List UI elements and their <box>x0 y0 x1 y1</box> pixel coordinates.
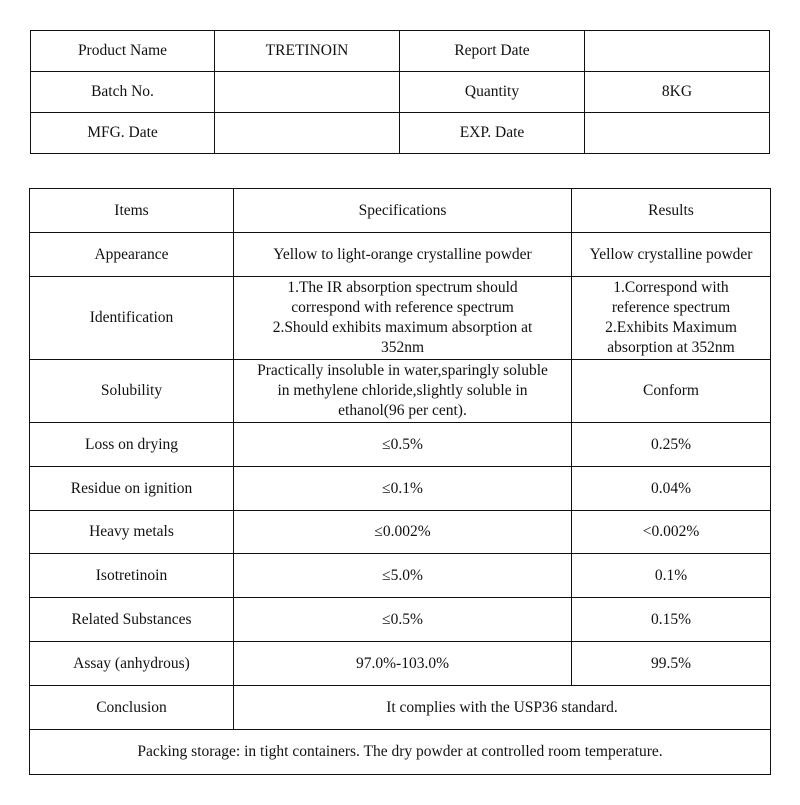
text-line: correspond with reference spectrum <box>291 299 514 316</box>
text-line: reference spectrum <box>611 299 731 316</box>
table-row: Heavy metals ≤0.002% <0.002% <box>29 510 771 554</box>
result-cell: 0.25% <box>571 422 771 467</box>
specification-cell: ≤0.5% <box>233 422 572 467</box>
text-line: Yellow to light-orange crystalline powde… <box>273 245 532 263</box>
text-line: ethanol(96 per cent). <box>338 402 467 419</box>
table-row: Appearance Yellow to light-orange crystal… <box>29 232 771 277</box>
result-cell: 0.04% <box>571 466 771 511</box>
item-cell: Loss on drying <box>29 422 234 467</box>
item-cell: Isotretinoin <box>29 553 234 598</box>
text-line: 2.Exhibits Maximum <box>605 319 737 336</box>
text-line: <0.002% <box>642 523 700 540</box>
result-cell: <0.002% <box>571 510 771 554</box>
text-line: 2.Should exhibits maximum absorption at <box>272 319 533 336</box>
quantity-label: Quantity <box>399 71 585 113</box>
text-line: 99.5% <box>650 654 692 672</box>
text-line: 0.25% <box>650 435 692 453</box>
table-row: Batch No. Quantity 8KG <box>30 71 770 113</box>
text-line: ≤0.1% <box>382 479 423 497</box>
item-cell: Appearance <box>29 232 234 277</box>
conclusion-label: Conclusion <box>29 685 234 730</box>
conclusion-value: It complies with the USP36 standard. <box>233 685 771 730</box>
table-row: Identification 1.The IR absorption spectr… <box>29 276 771 360</box>
table-row: Residue on ignition ≤0.1% 0.04% <box>29 466 771 511</box>
table-row: Solubility Practically insoluble in water… <box>29 359 771 423</box>
text-line: 1.Correspond with <box>613 279 729 296</box>
conclusion-row: Conclusion It complies with the USP36 sta… <box>29 685 771 730</box>
column-header-specifications: Specifications <box>233 188 572 233</box>
result-cell: 99.5% <box>571 641 771 686</box>
specification-cell: Practically insoluble in water,sparingly… <box>233 359 572 423</box>
mfg-date-value <box>214 112 400 154</box>
product-name-label: Product Name <box>30 30 215 72</box>
table-row: MFG. Date EXP. Date <box>30 112 770 154</box>
analysis-table: Items Specifications Results Appearance Y… <box>29 188 771 775</box>
item-cell: Assay (anhydrous) <box>29 641 234 686</box>
mfg-date-label: MFG. Date <box>30 112 215 154</box>
specification-cell: ≤0.5% <box>233 597 572 642</box>
item-cell: Related Substances <box>29 597 234 642</box>
text-line: 97.0%-103.0% <box>356 654 449 672</box>
specification-cell: ≤5.0% <box>233 553 572 598</box>
specification-cell: ≤0.002% <box>233 510 572 554</box>
text-line: ≤0.5% <box>382 435 423 453</box>
report-date-label: Report Date <box>399 30 585 72</box>
product-info-table: Product Name TRETINOIN Report Date Batch… <box>30 30 770 154</box>
column-header-results: Results <box>571 188 771 233</box>
report-date-value <box>584 30 770 72</box>
item-cell: Identification <box>29 276 234 360</box>
batch-no-value <box>214 71 400 113</box>
table-row: Assay (anhydrous) 97.0%-103.0% 99.5% <box>29 641 771 686</box>
specification-cell: ≤0.1% <box>233 466 572 511</box>
table-row: Isotretinoin ≤5.0% 0.1% <box>29 553 771 598</box>
batch-no-label: Batch No. <box>30 71 215 113</box>
text-line: 352nm <box>380 339 425 356</box>
text-line: 0.1% <box>654 566 688 584</box>
table-row: Loss on drying ≤0.5% 0.25% <box>29 422 771 467</box>
exp-date-label: EXP. Date <box>399 112 585 154</box>
text-line: Conform <box>643 382 699 399</box>
packing-row: Packing storage: in tight containers. Th… <box>29 729 771 775</box>
text-line: ≤5.0% <box>382 566 423 584</box>
text-line: 1.The IR absorption spectrum should <box>287 279 518 296</box>
result-cell: 0.1% <box>571 553 771 598</box>
text-line: ≤0.5% <box>382 610 423 628</box>
result-cell: Conform <box>571 359 771 423</box>
specification-cell: 1.The IR absorption spectrum should corre… <box>233 276 572 360</box>
text-line: 0.15% <box>650 610 692 628</box>
text-line: in methylene chloride,slightly soluble i… <box>277 382 528 399</box>
table-row: Product Name TRETINOIN Report Date <box>30 30 770 72</box>
result-cell: 0.15% <box>571 597 771 642</box>
text-line: Practically insoluble in water,sparingly… <box>257 362 548 379</box>
exp-date-value <box>584 112 770 154</box>
quantity-value: 8KG <box>584 71 770 113</box>
specification-cell: Yellow to light-orange crystalline powde… <box>233 232 572 277</box>
result-cell: Yellow crystalline powder <box>571 232 771 277</box>
product-name-value: TRETINOIN <box>214 30 400 72</box>
text-line: 0.04% <box>650 479 692 497</box>
item-cell: Residue on ignition <box>29 466 234 511</box>
header-row: Items Specifications Results <box>29 188 771 233</box>
result-cell: 1.Correspond with reference spectrum 2.Exh… <box>571 276 771 360</box>
item-cell: Solubility <box>29 359 234 423</box>
table-row: Related Substances ≤0.5% 0.15% <box>29 597 771 642</box>
text-line: absorption at 352nm <box>607 339 735 356</box>
text-line: ≤0.002% <box>374 523 431 540</box>
column-header-items: Items <box>29 188 234 233</box>
text-line: Yellow crystalline powder <box>589 245 753 263</box>
item-cell: Heavy metals <box>29 510 234 554</box>
specification-cell: 97.0%-103.0% <box>233 641 572 686</box>
packing-storage-note: Packing storage: in tight containers. Th… <box>29 729 771 775</box>
